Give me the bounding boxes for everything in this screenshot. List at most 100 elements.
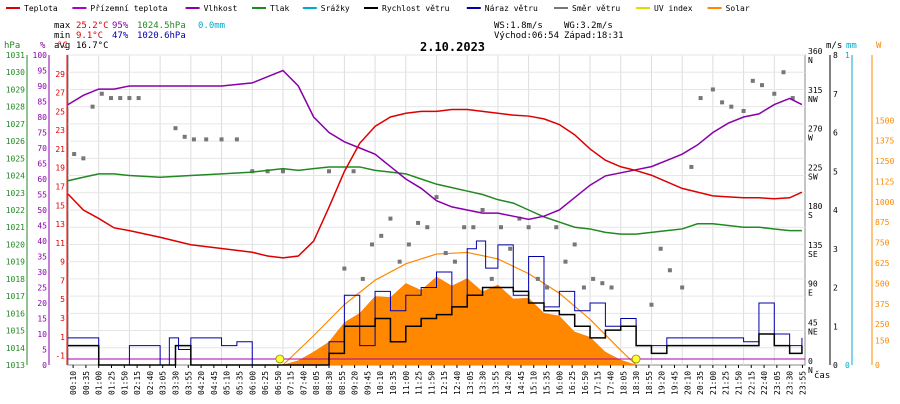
tick-direction-4: 180 [808,202,823,211]
wind-direction-point-54 [710,87,715,92]
tick-temperature-12: 23 [55,126,65,135]
tick-humidity-2: 10 [37,330,47,339]
tick-temperature-11: 21 [55,145,65,154]
tick-direction-6: 270 [808,125,823,134]
tick-pressure-9: 1022 [6,206,25,215]
stat-max-press: 1024.5hPa [137,21,186,31]
tick-compass-8: N [808,56,813,65]
stat-max-temp: 25.2°C [76,21,109,31]
tick-humidity-15: 75 [37,129,47,138]
wind-direction-point-37 [517,216,522,221]
tick-solar-3: 375 [875,300,890,309]
stat-max-hum: 95% [112,21,129,31]
wind-direction-point-16 [280,169,285,174]
stat-ws: WS:1.8m/s [494,21,543,31]
stat-rain: 0.0mm [198,21,225,31]
tick-solar-6: 750 [875,239,890,248]
tick-humidity-18: 90 [37,82,47,91]
tick-humidity-19: 95 [37,67,47,76]
legend-label-2: Vlhkost [204,4,238,13]
x-tick-label-27: 11:25 [415,371,424,395]
x-tick-label-49: 20:35 [696,371,705,395]
wind-direction-point-62 [790,96,795,101]
tick-solar-9: 1125 [875,177,894,186]
x-tick-label-22: 09:20 [351,371,360,395]
tick-solar-12: 1500 [875,116,894,125]
tick-humidity-4: 20 [37,299,47,308]
wind-direction-point-34 [489,276,494,281]
tick-temperature-5: 9 [60,258,65,267]
x-tick-label-14: 06:00 [248,371,257,395]
wind-direction-point-33 [480,208,485,212]
stat-wg: WG:3.2m/s [564,21,613,31]
tick-solar-2: 250 [875,320,890,329]
legend-label-0: Teplota [24,4,58,13]
x-tick-label-1: 00:35 [82,371,91,395]
legend-label-8: UV index [654,4,693,13]
wind-direction-point-0 [72,152,77,157]
grid [67,54,806,366]
x-tick-label-42: 17:40 [607,371,616,395]
wind-direction-point-4 [108,96,113,101]
tick-pressure-17: 1030 [6,68,25,77]
tick-humidity-14: 70 [37,144,47,153]
tick-pressure-5: 1018 [6,275,25,284]
x-tick-label-10: 04:20 [197,371,206,395]
wind-direction-point-5 [118,96,123,101]
stat-min-label: min [54,31,70,41]
series-gust [68,240,803,366]
x-tick-label-32: 13:30 [479,371,488,395]
tick-direction-3: 135 [808,241,823,250]
x-tick-label-36: 15:10 [530,371,539,395]
tick-temperature-10: 19 [55,164,65,173]
tick-temperature-9: 17 [55,183,65,192]
tick-direction-5: 225 [808,163,823,172]
legend-label-9: Solar [726,4,750,13]
x-tick-label-31: 13:05 [466,371,475,395]
tick-humidity-9: 45 [37,222,47,231]
series-temperature [67,108,803,259]
x-tick-label-39: 16:25 [568,371,577,395]
x-tick-label-15: 06:25 [261,371,270,395]
legend-label-1: Přízemní teplota [90,4,167,13]
tick-compass-3: SE [808,250,818,259]
wind-direction-point-13 [234,137,239,142]
wind-direction-point-19 [351,169,356,174]
tick-humidity-0: 0 [42,361,47,370]
x-tick-label-19: 08:05 [312,371,321,395]
series-pressure [67,166,802,235]
x-tick-label-53: 22:15 [747,371,756,395]
wind-direction-point-57 [741,108,746,113]
stat-avg-label: avg [54,41,70,51]
stat-avg-temp: 16.7°C [76,41,109,51]
tick-temperature-13: 25 [55,107,65,116]
stat-min-hum: 47% [112,31,129,41]
wind-direction-point-60 [772,91,777,96]
tick-humidity-12: 60 [37,175,47,184]
x-tick-label-7: 03:05 [159,371,168,395]
x-tick-label-41: 17:15 [594,371,603,395]
tick-humidity-17: 85 [37,98,47,107]
x-tick-label-33: 13:55 [491,371,500,395]
wind-direction-point-40 [545,285,550,290]
series-wind-speed [68,286,803,366]
wind-direction-point-44 [581,285,586,290]
wind-direction-point-59 [760,83,765,88]
wind-direction-point-47 [609,285,614,290]
wind-direction-point-6 [127,96,132,101]
unit-w: W [876,41,882,51]
tick-wind-7: 7 [833,90,838,99]
x-tick-label-11: 04:45 [210,371,219,395]
tick-solar-8: 1000 [875,198,894,207]
wind-direction-point-43 [572,242,577,247]
wind-direction-point-56 [729,104,734,109]
wind-direction-point-29 [443,251,448,256]
tick-compass-2: E [808,289,813,298]
x-tick-label-18: 07:40 [299,371,308,395]
tick-pressure-18: 1031 [6,51,25,60]
x-tick-label-35: 14:45 [517,371,526,395]
wind-direction-point-15 [265,169,270,174]
x-tick-label-24: 10:10 [376,371,385,395]
tick-wind-3: 3 [833,245,838,254]
